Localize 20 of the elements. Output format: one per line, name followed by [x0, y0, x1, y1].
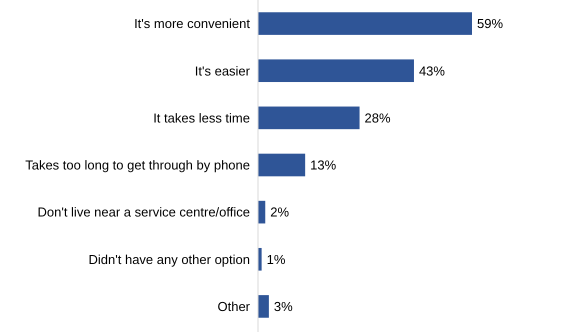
data-label: 3% [274, 298, 294, 314]
y-tick-label: Didn't have any other option [88, 252, 250, 267]
y-tick-label: Don't live near a service centre/office [37, 204, 250, 220]
bar [258, 12, 472, 35]
data-label: 13% [310, 158, 337, 173]
y-tick-label: Other [217, 298, 251, 314]
y-tick-label: It's easier [194, 63, 251, 78]
data-label: 28% [364, 110, 392, 126]
data-label: 43% [418, 63, 446, 78]
y-tick-label: It's more convenient [134, 16, 250, 32]
data-label: 2% [270, 204, 290, 220]
bar [258, 59, 414, 82]
bar [258, 106, 360, 130]
y-tick-label: It takes less time [153, 110, 250, 126]
bar [258, 154, 306, 176]
data-label: 59% [477, 16, 504, 32]
bar [258, 295, 269, 318]
y-tick-label: Takes too long to get through by phone [25, 158, 250, 173]
data-label: 1% [266, 252, 286, 267]
bar [258, 200, 266, 224]
